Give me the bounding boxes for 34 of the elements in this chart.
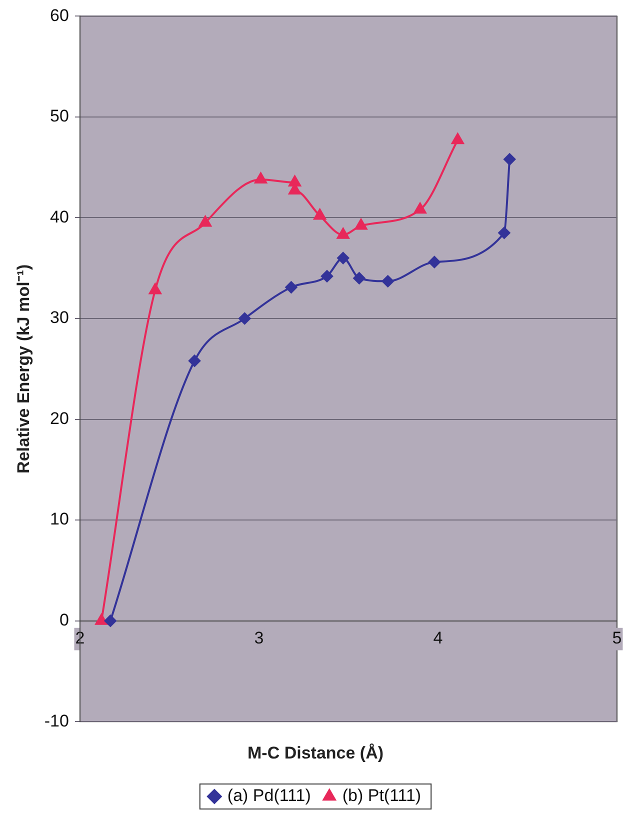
point	[254, 172, 267, 184]
point	[285, 281, 298, 294]
point	[504, 153, 516, 166]
y-tick-label: 60	[50, 6, 69, 25]
x-tick-label: 5	[612, 628, 622, 648]
point	[188, 354, 201, 367]
point	[199, 216, 212, 227]
point	[104, 614, 116, 627]
point	[314, 208, 326, 220]
point	[337, 252, 350, 264]
x-axis-title: M-C Distance (Å)	[247, 743, 384, 762]
point	[354, 218, 368, 230]
legend-label: (b) Pt(111)	[342, 786, 422, 806]
x-tick-label: 4	[433, 628, 443, 648]
point	[451, 133, 464, 144]
y-tick-label: 30	[50, 308, 69, 328]
point	[148, 283, 162, 294]
y-tick-label: 50	[50, 106, 69, 126]
point	[414, 202, 426, 214]
y-tick-label: 20	[50, 408, 69, 428]
legend-label: (a) Pd(111)	[227, 786, 311, 806]
point	[238, 312, 251, 325]
x-tick-label: 3	[254, 628, 264, 648]
point	[428, 256, 440, 268]
y-tick-label: 10	[50, 510, 69, 529]
y-tick-label: -10	[44, 711, 69, 730]
y-tick-label: 0	[60, 610, 69, 630]
y-axis-title: Relative Energy (kJ mol⁻¹)	[14, 264, 33, 474]
point	[336, 228, 350, 239]
point	[321, 270, 334, 282]
point	[382, 275, 394, 288]
y-tick-label: 40	[50, 207, 69, 226]
point	[353, 272, 366, 284]
point	[498, 226, 510, 239]
